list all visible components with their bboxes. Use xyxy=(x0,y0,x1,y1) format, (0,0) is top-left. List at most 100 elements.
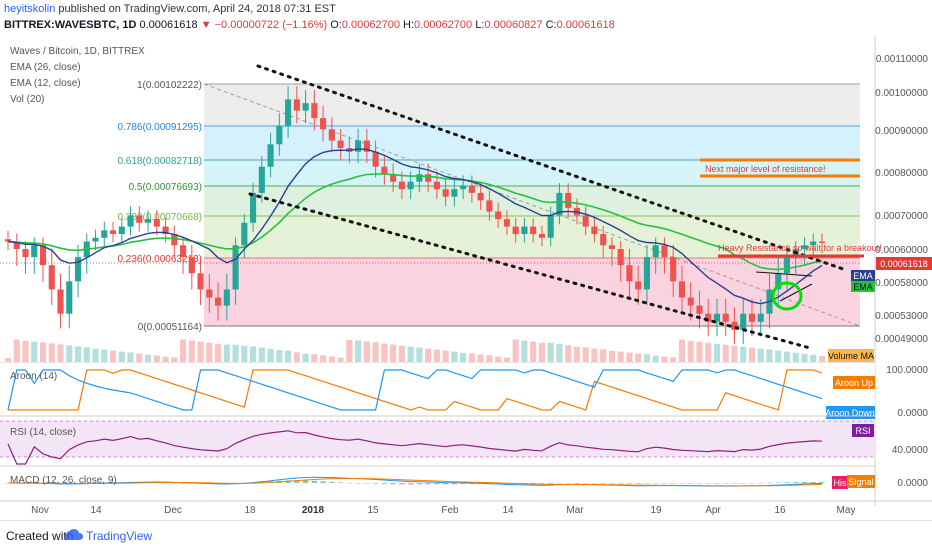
rsi-badge xyxy=(852,424,874,437)
volume-bar xyxy=(775,350,782,362)
fib-label: 1(0.00102222) xyxy=(137,80,202,91)
volume-bar xyxy=(705,342,712,362)
aroon-tick: 0.0000 xyxy=(897,408,928,419)
volume-bar xyxy=(626,352,633,362)
candle-body xyxy=(127,215,134,227)
price-tick: 0.00080000 xyxy=(875,168,928,179)
candle-body xyxy=(293,99,300,111)
footer: Created with TradingView xyxy=(0,520,932,551)
volume-bar xyxy=(250,346,257,362)
candle-body xyxy=(92,237,99,242)
candle-body xyxy=(731,321,738,330)
candle-body xyxy=(477,192,484,201)
candle-body xyxy=(74,257,82,282)
heavy-resistance-annotation: Heavy Resistance so wait for a breakout! xyxy=(718,243,882,253)
macd-hist-bar xyxy=(259,481,265,483)
price-axis[interactable]: 0.00110000 0.00100000 0.00090000 0.00080… xyxy=(875,54,928,345)
candle-body xyxy=(713,313,721,322)
candle-body xyxy=(486,200,493,212)
macd-hist-bar xyxy=(416,483,423,485)
macd-hist-bar xyxy=(372,483,379,484)
volume-bar xyxy=(162,356,169,362)
volume-bar xyxy=(232,344,239,362)
fib-label: 0.236(0.00063213) xyxy=(117,254,202,265)
macd-hist-bar xyxy=(583,483,589,484)
high-label: H: xyxy=(403,19,415,31)
volume-bar xyxy=(425,348,432,362)
macd-hist-bar xyxy=(731,483,738,484)
publisher-line: heyitskolin published on TradingView.com… xyxy=(4,3,336,15)
candle-body xyxy=(118,226,125,235)
ema12-legend: EMA (12, close) xyxy=(10,78,81,89)
time-tick: 14 xyxy=(502,505,514,516)
volume-bar xyxy=(83,347,90,362)
macd-hist-bar xyxy=(346,482,352,484)
volume-bar xyxy=(328,356,335,362)
time-tick: 16 xyxy=(774,505,786,516)
time-tick: 2018 xyxy=(302,505,325,516)
candle-body xyxy=(320,118,327,130)
macd-hist-bar xyxy=(784,482,790,483)
macd-hist-bar xyxy=(302,480,309,483)
candle-body xyxy=(582,215,589,227)
macd-hist-bar xyxy=(635,483,641,484)
time-tick: 18 xyxy=(244,505,256,516)
candle-body xyxy=(460,185,467,190)
fib-zone-1 xyxy=(204,84,860,126)
fib-zone-2 xyxy=(204,126,860,160)
macd-hist-bar xyxy=(171,482,177,484)
volume-bar xyxy=(4,357,12,362)
volume-bar xyxy=(442,350,449,362)
macd-hist-bar xyxy=(740,483,746,484)
price-tick: 0.00060000 xyxy=(875,245,928,256)
candle-body xyxy=(267,144,274,167)
macd-hist-bar xyxy=(600,483,606,484)
price-tick: 0.00058000 xyxy=(875,278,928,289)
down-arrow-icon: ▼ xyxy=(200,19,212,31)
volume-bar xyxy=(495,356,502,362)
time-tick: 14 xyxy=(90,505,102,516)
volume-bar xyxy=(810,354,817,362)
volume-bar xyxy=(678,339,686,362)
hist-badge-text: His xyxy=(834,478,847,488)
aroon-pane[interactable] xyxy=(0,363,875,415)
volume-bar xyxy=(363,341,370,362)
price-badge-text: 0.00061618 xyxy=(880,259,928,269)
volume-bar xyxy=(302,353,309,362)
chart-title: Waves / Bitcoin, 1D, BITTREX xyxy=(10,46,145,57)
candle-body xyxy=(696,305,703,314)
macd-hist-bar xyxy=(443,483,449,485)
candle-body xyxy=(4,239,12,242)
volume-bar xyxy=(346,339,353,362)
volume-bar xyxy=(276,350,283,362)
price-tick: 0.00049000 xyxy=(875,334,928,345)
fib-label: 0.786(0.00091295) xyxy=(117,122,202,133)
candle-body xyxy=(407,181,414,190)
volume-bar xyxy=(591,348,598,362)
volume-bar xyxy=(92,348,99,362)
time-tick: Dec xyxy=(164,505,182,516)
volume-bars xyxy=(4,339,826,362)
macd-hist-bar xyxy=(819,481,825,483)
candle-body xyxy=(425,174,432,182)
candle-body xyxy=(398,181,405,190)
candle-body xyxy=(818,241,826,243)
candle-body xyxy=(171,234,178,246)
volume-bar xyxy=(635,353,642,362)
macd-hist-bar xyxy=(460,483,466,485)
candle-body xyxy=(635,281,642,290)
chart-area[interactable]: 1(0.00102222) 0.786(0.00091295) 0.618(0.… xyxy=(0,36,932,520)
candle-body xyxy=(328,129,335,141)
macd-hist-bar xyxy=(390,483,396,485)
volume-bar xyxy=(355,340,362,362)
volume-bar xyxy=(460,352,467,362)
candle-body xyxy=(250,192,257,223)
author-link[interactable]: heyitskolin xyxy=(4,3,56,15)
macd-hist-bar xyxy=(775,482,781,483)
tradingview-brand[interactable]: TradingView xyxy=(86,529,153,543)
aroon-down-line xyxy=(7,369,823,411)
tradingview-cloud-icon[interactable] xyxy=(64,527,84,548)
high-value: 0.00062700 xyxy=(414,19,473,31)
time-axis[interactable]: Nov 14 Dec 18 2018 15 Feb 14 Mar 19 Apr … xyxy=(31,505,855,516)
aroon-down-badge-text: Aroon Down xyxy=(825,408,875,418)
